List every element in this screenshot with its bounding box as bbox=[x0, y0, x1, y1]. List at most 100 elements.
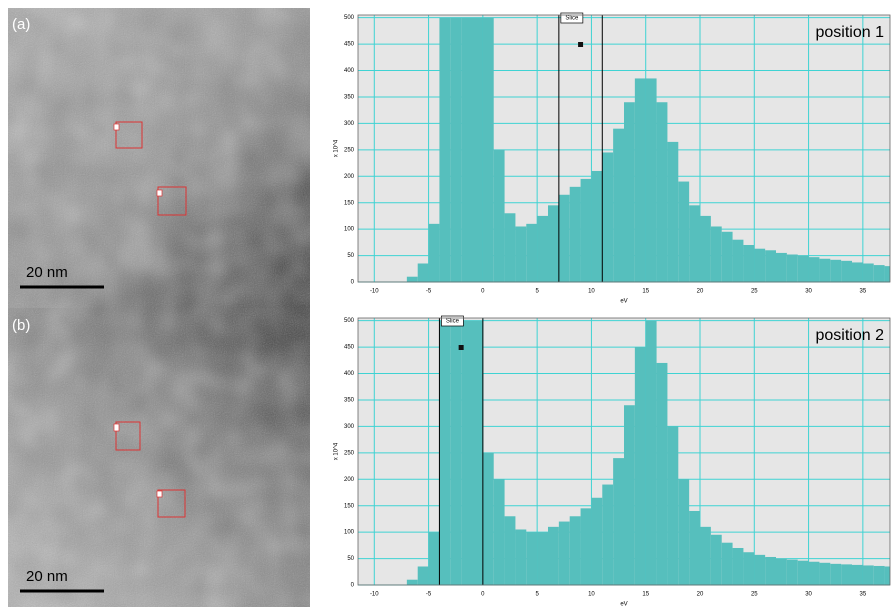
x-tick-label: 30 bbox=[805, 592, 812, 598]
bar bbox=[450, 320, 462, 585]
slice-label-box bbox=[441, 315, 464, 327]
bar bbox=[613, 458, 624, 585]
chart-title: position 2 bbox=[816, 327, 885, 344]
bar bbox=[808, 561, 820, 585]
y-tick-label: 350 bbox=[344, 398, 355, 404]
y-tick-label: 150 bbox=[344, 503, 355, 509]
slice-label: Slice bbox=[446, 319, 460, 325]
bar bbox=[548, 205, 559, 282]
bar bbox=[580, 508, 592, 585]
bar bbox=[493, 149, 505, 282]
bar bbox=[461, 17, 472, 282]
bar bbox=[830, 259, 842, 282]
bar bbox=[797, 560, 809, 585]
x-tick-label: 15 bbox=[642, 592, 649, 598]
y-tick-label: 250 bbox=[344, 450, 355, 456]
slice-label: Slice bbox=[565, 16, 579, 22]
histogram-chart: 0 50 100 150 200 250 300 350 400 450 500 -10 -5 0 5 10 1… bbox=[334, 315, 891, 607]
x-tick-label: -10 bbox=[370, 592, 379, 598]
x-tick-label: 10 bbox=[588, 592, 595, 598]
bar bbox=[667, 141, 679, 282]
x-tick-label: -5 bbox=[426, 592, 432, 598]
bar bbox=[515, 529, 527, 585]
bar bbox=[504, 213, 516, 282]
bar bbox=[743, 552, 755, 585]
x-axis-label: eV bbox=[620, 299, 627, 305]
x-tick-label: 35 bbox=[860, 592, 867, 598]
bar bbox=[830, 563, 842, 585]
bar bbox=[765, 556, 776, 585]
x-tick-label: -5 bbox=[426, 289, 432, 295]
y-tick-label: 0 bbox=[351, 583, 355, 589]
bar bbox=[732, 239, 744, 282]
bar bbox=[645, 320, 657, 585]
bar bbox=[754, 554, 766, 585]
bar bbox=[873, 565, 885, 585]
panel-label: (a) bbox=[12, 16, 30, 33]
bar bbox=[591, 170, 603, 282]
bar bbox=[450, 17, 462, 282]
bar bbox=[406, 579, 418, 585]
bar bbox=[537, 532, 548, 585]
bar bbox=[439, 320, 451, 585]
y-tick-label: 50 bbox=[347, 556, 354, 562]
micrograph-b: (b) 20 nm bbox=[8, 308, 310, 607]
bar bbox=[884, 266, 890, 282]
bar bbox=[580, 178, 592, 282]
y-tick-label: 400 bbox=[344, 371, 355, 377]
bar bbox=[689, 205, 700, 282]
bar bbox=[754, 248, 766, 282]
bar bbox=[645, 78, 657, 282]
bar bbox=[862, 263, 874, 282]
bar bbox=[732, 547, 744, 585]
bar bbox=[634, 78, 646, 282]
y-tick-label: 300 bbox=[344, 424, 355, 430]
bar bbox=[765, 250, 776, 282]
y-tick-label: 450 bbox=[344, 42, 355, 48]
x-tick-label: 35 bbox=[860, 289, 867, 295]
bar bbox=[873, 265, 885, 282]
bar bbox=[526, 223, 538, 282]
bars bbox=[406, 320, 890, 585]
bar bbox=[721, 542, 733, 585]
bar bbox=[808, 257, 820, 282]
bar bbox=[548, 526, 559, 585]
y-tick-label: 150 bbox=[344, 200, 355, 206]
bar bbox=[700, 215, 711, 282]
bar bbox=[678, 181, 690, 282]
plot-frame bbox=[357, 317, 891, 586]
x-tick-label: -10 bbox=[370, 289, 379, 295]
bar bbox=[634, 347, 646, 585]
x-tick-label: 20 bbox=[697, 289, 704, 295]
x-tick-label: 10 bbox=[588, 289, 595, 295]
bar bbox=[472, 320, 483, 585]
bar bbox=[884, 566, 890, 585]
bar bbox=[841, 564, 852, 585]
y-tick-label: 500 bbox=[344, 318, 355, 324]
x-tick-label: 15 bbox=[642, 289, 649, 295]
bar bbox=[417, 263, 429, 282]
bar bbox=[461, 320, 472, 585]
y-tick-label: 200 bbox=[344, 477, 355, 483]
bar bbox=[862, 565, 874, 585]
x-axis-label: eV bbox=[620, 602, 627, 607]
scale-label: 20 nm bbox=[26, 568, 68, 585]
bar bbox=[493, 479, 505, 585]
y-tick-label: 200 bbox=[344, 174, 355, 180]
bar bbox=[624, 405, 635, 585]
bar bbox=[797, 255, 809, 282]
bars bbox=[406, 17, 890, 282]
bar bbox=[689, 510, 700, 585]
bar bbox=[819, 258, 831, 282]
y-tick-label: 100 bbox=[344, 227, 355, 233]
scale-label: 20 nm bbox=[26, 264, 68, 281]
x-tick-label: 25 bbox=[751, 592, 758, 598]
y-axis-label: x 10^4 bbox=[334, 442, 340, 460]
bar bbox=[776, 252, 787, 282]
bar bbox=[569, 186, 581, 282]
slice-marker bbox=[458, 345, 464, 350]
x-tick-label: 0 bbox=[481, 592, 485, 598]
bar bbox=[406, 276, 418, 282]
bar bbox=[819, 562, 831, 585]
